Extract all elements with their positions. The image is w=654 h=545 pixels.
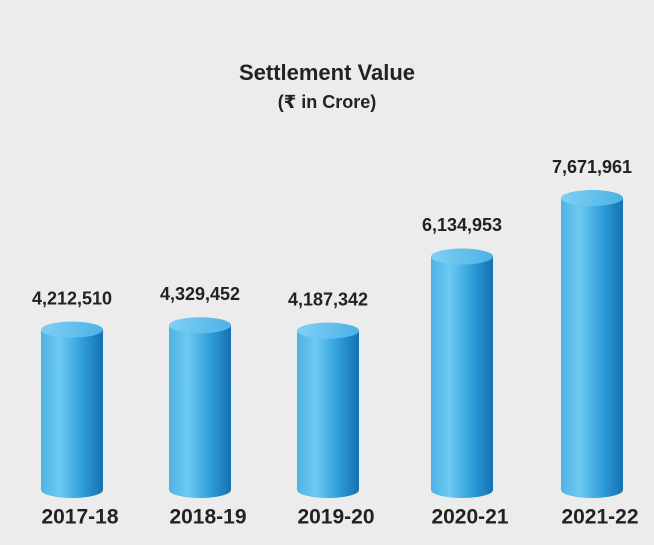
chart-subtitle: (₹ in Crore): [278, 92, 377, 112]
value-label: 7,671,961: [552, 157, 632, 177]
bar: [431, 256, 493, 498]
x-tick-label: 2018-19: [169, 506, 246, 529]
value-label: 4,187,342: [288, 289, 368, 309]
x-tick-label: 2021-22: [561, 506, 638, 529]
value-label: 4,329,452: [160, 284, 240, 304]
chart-title: Settlement Value: [239, 60, 415, 85]
bar: [561, 198, 623, 498]
x-tick-label: 2020-21: [431, 506, 508, 529]
bar: [41, 329, 103, 498]
bar: [297, 330, 359, 498]
value-label: 6,134,953: [422, 215, 502, 235]
bar-top: [561, 190, 623, 206]
x-tick-label: 2019-20: [297, 506, 374, 529]
bar-top: [431, 248, 493, 265]
bar-top: [297, 322, 359, 339]
bar-top: [169, 317, 231, 334]
x-tick-label: 2017-18: [41, 506, 118, 529]
value-label: 4,212,510: [32, 288, 112, 308]
bar-top: [41, 321, 103, 338]
bar: [169, 325, 231, 498]
